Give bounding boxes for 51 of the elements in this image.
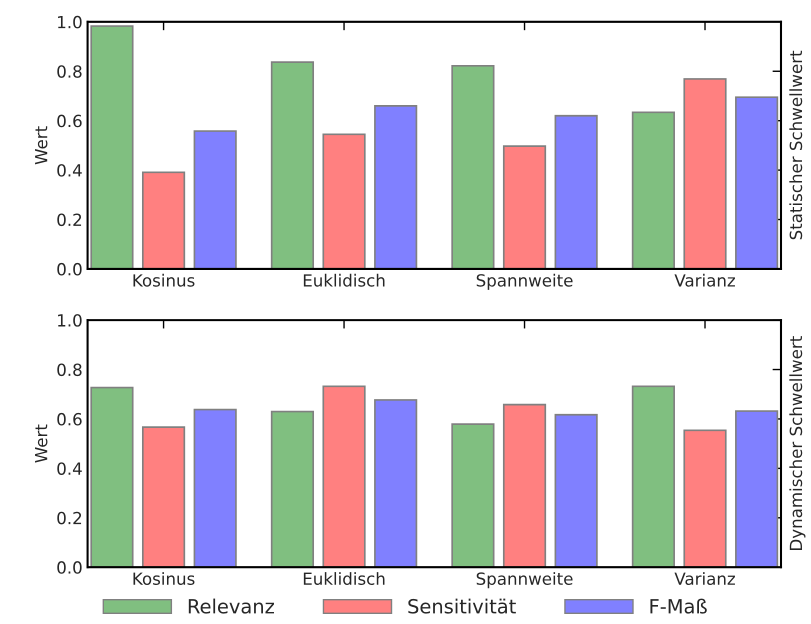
bar [374,399,418,568]
y-tick-label: 0.6 [57,412,82,426]
legend-label: Sensitivität [408,598,516,614]
y2-axis-title: Statischer Schwellwert [789,50,802,240]
y-tick-label: 0.4 [57,462,82,475]
bar [554,114,598,269]
legend-label: F-Maß [650,598,707,614]
bar [90,386,134,568]
bar [502,404,546,568]
y-tick-label: 1.0 [58,16,82,28]
bar [735,96,778,269]
bar [194,130,237,269]
bar [554,414,598,568]
bar [194,408,237,568]
bar [683,78,727,269]
y-axis-title: Wert [35,424,48,463]
bar [502,145,546,269]
y-tick-label: 1.0 [58,314,82,327]
x-tick-label: Kosinus [134,274,194,287]
bar [142,171,186,269]
bar [270,410,314,568]
y-tick-label: 0.6 [57,114,82,128]
y-tick-label: 0.8 [57,65,82,78]
bar [683,429,727,568]
y-tick-label: 0.0 [57,561,82,574]
bar [322,386,366,568]
x-tick-label: Kosinus [134,572,194,585]
bar [322,133,366,269]
y-tick-label: 0.2 [57,512,82,524]
y-tick-label: 0.8 [57,363,82,376]
y-axis-title: Wert [35,126,48,164]
bar [142,426,186,568]
bar [451,64,495,269]
bar [90,25,134,269]
bar [374,105,418,269]
x-tick-label: Varianz [674,274,735,287]
bar [451,423,495,568]
y-tick-label: 0.2 [57,213,82,226]
bar [632,111,675,269]
y-tick-label: 0.0 [57,262,82,276]
bar [632,386,675,568]
x-tick-label: Euklidisch [304,572,384,585]
x-tick-label: Varianz [674,572,735,585]
bar [735,410,778,568]
legend-label: Relevanz [188,598,274,614]
x-tick-label: Spannweite [476,274,573,290]
y2-axis-title: Dynamischer Schwellwert [789,336,806,550]
x-tick-label: Spannweite [476,572,573,588]
x-tick-label: Euklidisch [304,274,384,287]
bar [270,61,314,269]
y-tick-label: 0.4 [57,164,82,177]
